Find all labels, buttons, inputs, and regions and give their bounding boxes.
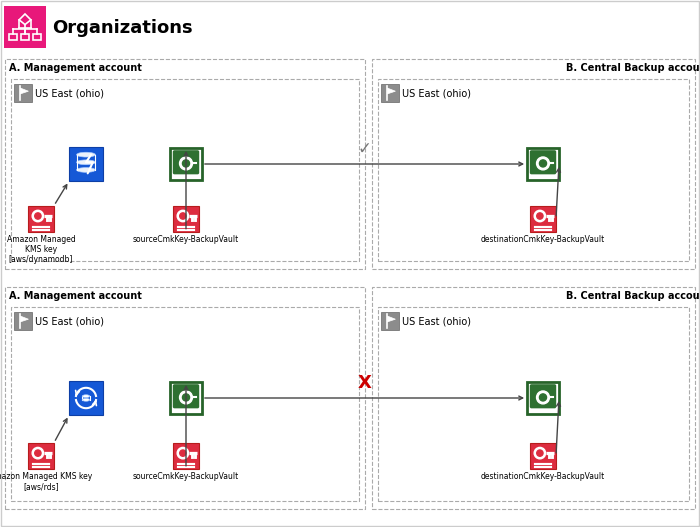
Bar (5, 287, 365, 509)
Bar (14, 84, 32, 102)
Circle shape (35, 450, 41, 456)
Circle shape (536, 391, 550, 404)
Bar (28, 443, 54, 469)
Text: ✓: ✓ (358, 140, 372, 158)
Circle shape (537, 213, 543, 219)
Bar (527, 382, 559, 414)
Ellipse shape (77, 160, 95, 164)
Circle shape (536, 157, 550, 170)
Bar (530, 206, 556, 231)
Circle shape (32, 447, 43, 459)
Bar (173, 206, 199, 231)
Circle shape (537, 450, 543, 456)
Text: sourceCmkKey-BackupVault: sourceCmkKey-BackupVault (133, 472, 239, 481)
Bar (527, 148, 559, 180)
FancyBboxPatch shape (531, 393, 555, 397)
Circle shape (177, 210, 188, 222)
Ellipse shape (83, 398, 90, 401)
Text: destinationCmkKey-BackupVault: destinationCmkKey-BackupVault (481, 472, 605, 481)
Text: US East (ohio): US East (ohio) (402, 88, 471, 98)
Text: B. Central Backup account: B. Central Backup account (566, 291, 700, 301)
FancyBboxPatch shape (531, 385, 556, 408)
Bar (14, 312, 32, 330)
Text: B. Central Backup account: B. Central Backup account (566, 63, 700, 73)
Circle shape (177, 447, 188, 459)
Text: X: X (358, 374, 372, 392)
Circle shape (540, 160, 547, 167)
Text: Amazon Managed KMS key
[aws/rds]: Amazon Managed KMS key [aws/rds] (0, 472, 92, 491)
Bar (69, 147, 103, 181)
FancyBboxPatch shape (531, 151, 556, 173)
Polygon shape (20, 88, 29, 94)
Ellipse shape (83, 395, 90, 397)
Circle shape (180, 213, 186, 219)
Circle shape (183, 394, 190, 401)
FancyBboxPatch shape (174, 151, 199, 173)
Polygon shape (387, 88, 395, 94)
Bar (9, 34, 18, 40)
Circle shape (35, 213, 41, 219)
Text: destinationCmkKey-BackupVault: destinationCmkKey-BackupVault (481, 235, 605, 243)
FancyBboxPatch shape (531, 159, 555, 163)
Text: US East (ohio): US East (ohio) (402, 316, 471, 326)
Bar (530, 443, 556, 469)
Circle shape (180, 450, 186, 456)
Bar (381, 312, 399, 330)
Text: Amazon Managed
KMS key
[aws/dynamodb]: Amazon Managed KMS key [aws/dynamodb] (6, 235, 76, 265)
Bar (11, 79, 359, 261)
Bar (378, 79, 689, 261)
Bar (28, 206, 54, 231)
Bar (69, 381, 103, 415)
Bar (5, 59, 365, 269)
Bar (173, 443, 199, 469)
Circle shape (32, 210, 43, 222)
Text: sourceCmkKey-BackupVault: sourceCmkKey-BackupVault (133, 235, 239, 243)
Bar (372, 59, 695, 269)
Ellipse shape (77, 168, 95, 172)
Circle shape (183, 160, 190, 167)
Text: US East (ohio): US East (ohio) (35, 88, 104, 98)
Polygon shape (387, 316, 395, 322)
Text: A. Management account: A. Management account (9, 291, 142, 301)
Bar (170, 382, 202, 414)
Bar (170, 148, 202, 180)
FancyBboxPatch shape (174, 159, 198, 163)
FancyBboxPatch shape (174, 385, 199, 408)
Circle shape (534, 210, 545, 222)
Text: Organizations: Organizations (52, 19, 192, 37)
FancyBboxPatch shape (174, 393, 198, 397)
Circle shape (540, 394, 547, 401)
Bar (11, 307, 359, 501)
Circle shape (179, 157, 193, 170)
Circle shape (179, 391, 193, 404)
Bar (4, 6, 46, 48)
Text: US East (ohio): US East (ohio) (35, 316, 104, 326)
Bar (33, 34, 41, 40)
Bar (372, 287, 695, 509)
Bar (378, 307, 689, 501)
Polygon shape (20, 316, 29, 322)
Bar (21, 34, 29, 40)
Circle shape (534, 447, 545, 459)
Text: A. Management account: A. Management account (9, 63, 142, 73)
Ellipse shape (77, 152, 95, 157)
Bar (381, 84, 399, 102)
